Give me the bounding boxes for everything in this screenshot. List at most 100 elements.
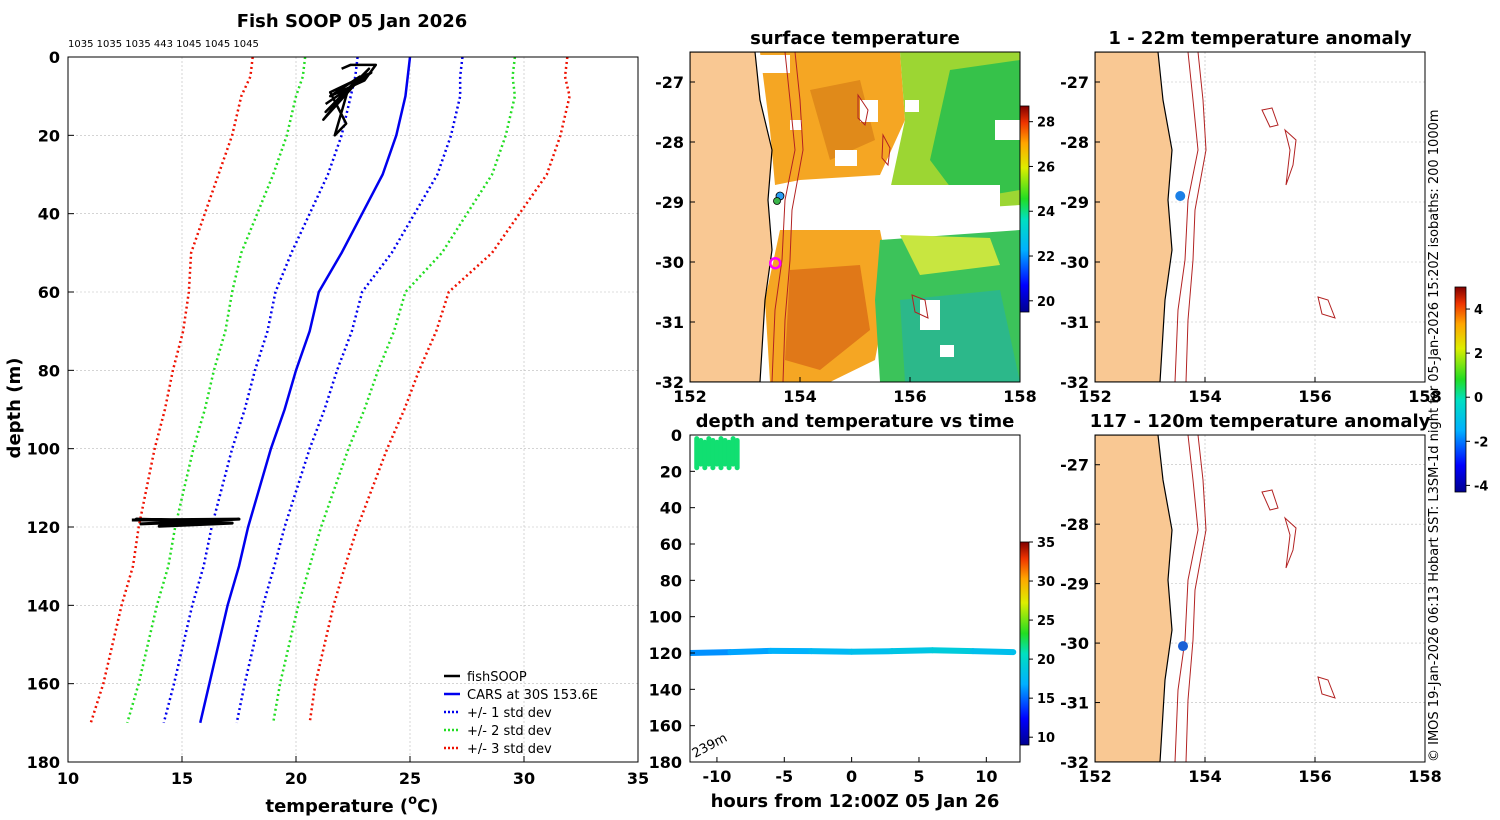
profile-grid — [68, 57, 638, 762]
dt-ytick-label: 60 — [660, 535, 682, 554]
anomaly-deep-content — [1095, 435, 1425, 762]
map-ytick-label: -30 — [1060, 634, 1089, 653]
dt-xtick-label: 0 — [846, 767, 857, 786]
dt-deep-segment — [808, 648, 855, 655]
dt-ytick-label: 160 — [649, 717, 682, 736]
colorbar-tick-label: 20 — [1037, 295, 1055, 310]
std3-upper-line — [308, 56, 571, 724]
colorbar-tick-label: 15 — [1037, 692, 1055, 707]
map-ytick-label: -30 — [655, 253, 684, 272]
colorbar-tick-label: 20 — [1037, 653, 1055, 668]
anomaly-deep-isobath-200 — [1174, 435, 1199, 762]
anomaly-deep-panel: 117 - 120m temperature anomaly 152 154 156… — [1060, 411, 1442, 786]
colorbar-tick-label: 0 — [1474, 391, 1483, 406]
legend-label: fishSOOP — [467, 670, 527, 685]
dt-ytick-label: 80 — [660, 571, 682, 590]
map-ytick-label: -28 — [1060, 133, 1089, 152]
anomaly-deep-seamount-3 — [1317, 676, 1336, 699]
colorbar-tick-label: 24 — [1037, 205, 1055, 220]
depth-time-panel: depth and temperature vs time 239m -10 -5… — [649, 411, 1056, 812]
anomaly-surface-isobath-1000 — [1185, 52, 1207, 382]
legend-label: +/- 3 std dev — [467, 742, 552, 757]
dt-xtick-label: -5 — [775, 767, 793, 786]
anomaly-surface-isobath-200 — [1174, 52, 1199, 382]
std3-lower-line — [89, 56, 254, 724]
anomaly-surface-point — [1175, 191, 1186, 201]
depth-time-title: depth and temperature vs time — [696, 411, 1015, 432]
map-ytick-label: -32 — [1060, 373, 1089, 392]
profile-ytick-label: 100 — [27, 440, 60, 459]
anomaly-surface-title: 1 - 22m temperature anomaly — [1108, 28, 1411, 49]
profile-xtick-label: 25 — [399, 769, 421, 788]
sst-cool-core-south — [900, 290, 1020, 382]
depth-time-axes-box — [689, 434, 1021, 763]
anomaly-deep-land — [1095, 435, 1173, 762]
dt-ytick-label: 140 — [649, 680, 682, 699]
sst-hot-core-south — [785, 265, 870, 370]
depth-time-colorbar — [1019, 541, 1030, 746]
map-ytick-label: -30 — [1060, 253, 1089, 272]
sst-isobath-1000 — [782, 52, 804, 382]
anomaly-surface-seamount-3 — [1317, 296, 1336, 319]
dt-xtick-label: -10 — [702, 767, 731, 786]
map-ytick-label: -28 — [1060, 515, 1089, 534]
sst-land — [690, 52, 773, 382]
dt-deep-segment — [889, 647, 936, 655]
depth-time-colorbar-ticks: 10 15 20 25 30 35 — [1029, 536, 1055, 746]
map-ytick-label: -27 — [1060, 456, 1089, 475]
map-xtick-label: 152 — [673, 387, 706, 406]
colorbar-tick-label: 28 — [1037, 116, 1055, 131]
fishsoop-deep-trace — [131, 517, 241, 528]
depth-time-xlabel: hours from 12:00Z 05 Jan 26 — [711, 791, 1000, 812]
anomaly-deep-title: 117 - 120m temperature anomaly — [1090, 411, 1431, 432]
map-xtick-label: 156 — [1298, 387, 1331, 406]
anomaly-surface-seamount-1 — [1261, 107, 1279, 128]
colorbar-tick-label: 10 — [1037, 731, 1055, 746]
dt-deep-segment — [969, 648, 1017, 656]
sst-colorbar — [1019, 105, 1030, 313]
depth-time-annotation: 239m — [690, 731, 730, 762]
colorbar-tick-label: 30 — [1037, 575, 1055, 590]
map-ytick-label: -31 — [655, 313, 684, 332]
map-ytick-label: -31 — [1060, 694, 1089, 713]
map-ytick-label: -28 — [655, 133, 684, 152]
sst-isobath-200 — [771, 52, 796, 382]
sst-obs-marker-2 — [773, 197, 781, 205]
profile-lines — [89, 56, 571, 724]
figure-title: Fish SOOP 05 Jan 2026 — [237, 11, 468, 32]
anomaly-surface-panel: 1 - 22m temperature anomaly 152 154 156 158… — [1060, 28, 1442, 406]
anomaly-surface-axes-box — [1094, 51, 1426, 383]
dt-deep-segment — [690, 649, 734, 656]
profile-xtick-label: 10 — [57, 769, 79, 788]
sst-seamount-3 — [911, 294, 929, 319]
profile-xtick-label: 30 — [513, 769, 535, 788]
map-xtick-label: 158 — [1408, 387, 1441, 406]
dt-deep-segment — [929, 647, 976, 655]
sst-cool-core-north — [930, 60, 1020, 200]
profile-panel: Fish SOOP 05 Jan 2026 1035 1035 1035 443… — [4, 11, 649, 817]
sst-map-title: surface temperature — [750, 28, 960, 49]
dt-ytick-label: 20 — [660, 462, 682, 481]
sst-seamount-1 — [857, 93, 869, 127]
map-xtick-label: 158 — [1408, 767, 1441, 786]
colorbar-tick-label: 25 — [1037, 614, 1055, 629]
fishsoop-surface-trace — [322, 63, 378, 137]
std1-upper-line — [235, 56, 464, 724]
std2-lower-line — [126, 56, 307, 724]
profile-ytick-label: 60 — [38, 283, 60, 302]
profile-ytick-label: 0 — [49, 48, 60, 67]
map-ytick-label: -29 — [655, 193, 684, 212]
profile-xtick-label: 15 — [171, 769, 193, 788]
dt-xtick-label: 5 — [913, 767, 924, 786]
profile-legend: fishSOOP CARS at 30S 153.6E +/- 1 std dev +… — [444, 670, 598, 757]
colorbar-tick-label: 35 — [1037, 536, 1055, 551]
depth-time-points — [690, 436, 1017, 656]
profile-ytick-label: 20 — [38, 126, 60, 145]
dt-ytick-label: 120 — [649, 644, 682, 663]
profile-ytick-label: 40 — [38, 205, 60, 224]
anomaly-deep-seamount-2 — [1284, 516, 1297, 569]
sst-seamount-2 — [881, 133, 891, 167]
sst-map-content — [690, 52, 1020, 382]
